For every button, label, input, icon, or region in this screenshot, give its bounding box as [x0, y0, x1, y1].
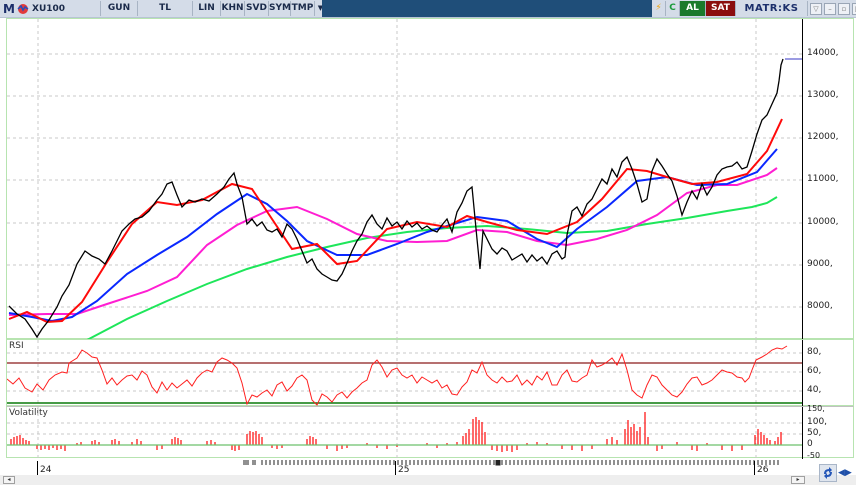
sym-button[interactable]: SYM [269, 1, 291, 16]
khn-button[interactable]: KHN [221, 1, 245, 16]
refresh-icon [824, 467, 832, 479]
price-axis-line [802, 19, 803, 340]
volatility-bars [10, 412, 782, 452]
ma-fast-line [8, 118, 783, 324]
symbol-field[interactable]: XU100 [32, 3, 66, 14]
brand-label: MATR:KS [736, 1, 808, 16]
price-label-9000: 9000, [807, 259, 833, 269]
horizontal-scrollbar[interactable]: ◂ ▸ [0, 475, 856, 485]
volatility-label-0: 0 [807, 439, 813, 449]
volatility-label-minus50: -50 [807, 451, 821, 460]
toolbar-dark-region [322, 0, 652, 17]
date-axis: 24 25 26 [0, 458, 856, 475]
price-label-11000: 11000, [807, 174, 839, 184]
menu-window-icon[interactable]: ▽ [810, 2, 822, 15]
ma-long-line [86, 196, 778, 340]
close-window-icon[interactable]: ▣ [852, 2, 856, 15]
tmp-button[interactable]: TMP [291, 1, 315, 16]
rsi-panel[interactable]: RSI 80, 60, 40, [6, 339, 855, 407]
price-label-10000: 10000, [807, 217, 839, 227]
price-label-8000: 8000, [807, 301, 833, 311]
price-label-13000: 13000, [807, 90, 839, 100]
volatility-label-100: 100, [807, 417, 828, 427]
rsi-label-60: 60, [807, 366, 822, 376]
refresh-chart-button[interactable] [819, 464, 837, 482]
volatility-label-50: 50, [807, 428, 822, 438]
toolbar: M XU100 GUN TL LIN KHN SVD SYM TMP ▼ ⚡ C… [0, 0, 856, 18]
price-line [8, 58, 784, 339]
volatility-chart[interactable] [7, 407, 855, 459]
matriks-logo[interactable]: M [3, 1, 15, 16]
symbol-icon[interactable] [16, 3, 30, 15]
rsi-line [7, 345, 788, 406]
price-panel[interactable]: 14000, 13000, 12000, 11000, 10000, 9000,… [6, 18, 855, 340]
chart-nav-arrows[interactable]: ◀▶ [838, 468, 852, 478]
toolbar-left: M XU100 GUN TL LIN KHN SVD SYM TMP ▼ [0, 0, 341, 17]
svd-button[interactable]: SVD [245, 1, 269, 16]
volatility-label-150: 150, [807, 404, 825, 413]
linear-scale-button[interactable]: LIN [193, 1, 221, 16]
currency-button[interactable]: TL [138, 1, 193, 16]
date-label-24: 24 [37, 461, 51, 475]
volatility-axis-line [802, 407, 803, 459]
volatility-panel[interactable]: Volatility [6, 404, 855, 460]
minimize-window-icon[interactable]: – [824, 2, 836, 15]
price-label-14000: 14000, [807, 48, 839, 58]
date-tick-marks [243, 460, 779, 466]
buy-button[interactable]: AL [680, 1, 706, 16]
restore-window-icon[interactable]: ▫ [838, 2, 850, 15]
refresh-c-icon[interactable]: C [666, 1, 680, 16]
period-button[interactable]: GUN [100, 1, 138, 16]
scroll-left-icon[interactable]: ◂ [3, 476, 15, 484]
date-label-25: 25 [395, 461, 409, 475]
rsi-title: RSI [9, 341, 24, 351]
nav-left-icon[interactable]: ◀ [838, 468, 845, 478]
nav-right-icon[interactable]: ▶ [844, 468, 852, 478]
toolbar-right: ⚡ C AL SAT MATR:KS ▽ – ▫ ▣ [652, 0, 856, 17]
date-label-26: 26 [754, 461, 768, 475]
rsi-label-40: 40, [807, 385, 822, 395]
price-grid [7, 19, 802, 340]
ma-slow-line [8, 167, 778, 316]
scroll-right-icon[interactable]: ▸ [791, 476, 805, 484]
rsi-chart[interactable] [7, 340, 855, 407]
rsi-label-80: 80, [807, 347, 822, 357]
price-label-12000: 12000, [807, 132, 839, 142]
rsi-axis-line [802, 340, 803, 407]
ma-mid-line [8, 148, 778, 323]
sell-button[interactable]: SAT [706, 1, 736, 16]
volatility-title: Volatility [9, 408, 48, 418]
flash-icon[interactable]: ⚡ [652, 1, 666, 16]
price-chart[interactable] [7, 19, 855, 340]
